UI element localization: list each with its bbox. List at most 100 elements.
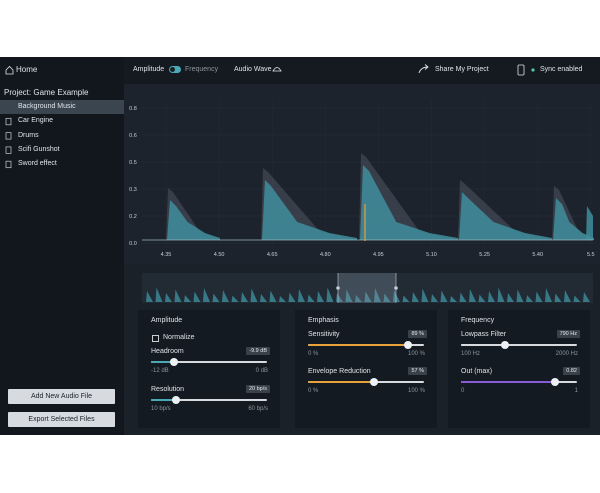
sidebar-button[interactable]: Add New Audio File: [8, 389, 115, 404]
overview-peak: [288, 292, 296, 302]
file-item[interactable]: Car Engine: [18, 117, 54, 125]
file-item[interactable]: Drums: [18, 131, 39, 139]
overview-peak: [497, 287, 505, 302]
x-axis-label: 5.25: [479, 252, 490, 258]
x-axis-label: 5.10: [426, 252, 437, 258]
selection-handle: [394, 286, 398, 290]
toolbar: [124, 57, 600, 84]
value-badge: 89 %: [408, 330, 427, 338]
slider-fill: [151, 361, 174, 363]
slider-fill: [461, 381, 555, 383]
x-axis-label: 4.95: [373, 252, 384, 258]
overview-peak: [402, 295, 410, 302]
slider-track: [151, 399, 267, 401]
file-item[interactable]: Background Music: [18, 103, 76, 110]
overview-peak: [383, 293, 391, 302]
toggle-knob: [170, 67, 175, 72]
checkbox[interactable]: [152, 335, 159, 342]
panel: [138, 310, 280, 428]
value-badge: 57 %: [408, 367, 427, 375]
control-label: Lowpass Filter: [461, 331, 507, 338]
slider-knob[interactable]: [501, 341, 509, 349]
wave-shape: [262, 180, 357, 240]
y-axis-label: 0.5: [129, 160, 137, 166]
slider-min: 0: [461, 388, 465, 394]
slider-knob[interactable]: [551, 378, 559, 386]
slider-max: 1: [574, 388, 578, 394]
wave-shape: [459, 192, 552, 240]
slider-max: 0 dB: [255, 368, 268, 374]
overview-peak: [250, 288, 258, 302]
slider-knob[interactable]: [370, 378, 378, 386]
frequency-option[interactable]: Frequency: [185, 66, 219, 73]
slider-track: [461, 344, 577, 346]
overview-peak: [573, 295, 581, 302]
overview-peak: [507, 293, 514, 302]
sync-status: Sync enabled: [540, 66, 583, 73]
y-axis-label: 0.2: [129, 214, 137, 220]
value-badge: 0.82: [563, 367, 580, 375]
overview-peak: [307, 294, 315, 302]
overview-peak: [317, 291, 324, 302]
file-icon: [5, 160, 12, 169]
checkbox-label: Normalize: [163, 334, 195, 341]
share-button[interactable]: Share My Project: [435, 66, 489, 73]
file-item[interactable]: Scifi Gunshot: [18, 145, 60, 153]
overview-peak: [431, 294, 438, 302]
slider-fill: [461, 344, 505, 346]
overview-peak: [260, 294, 267, 302]
overview-peak: [174, 289, 182, 302]
value-badge: 790 Hz: [556, 330, 580, 338]
overview-peak: [459, 292, 467, 302]
slider-min: -12 dB: [151, 368, 169, 374]
control-label: Resolution: [151, 386, 185, 393]
overview-peak: [488, 291, 495, 302]
wave-shape: [553, 198, 594, 240]
x-axis-label: 5.5: [587, 252, 595, 258]
sidebar-button[interactable]: Export Selected Files: [8, 412, 115, 427]
slider-knob[interactable]: [404, 341, 412, 349]
file-icon: [5, 146, 12, 154]
slider-max: 100 %: [407, 388, 425, 394]
panel-title: Frequency: [461, 317, 495, 324]
slider-knob[interactable]: [170, 358, 178, 366]
slider-min: 0 %: [308, 351, 319, 357]
overview-peak: [469, 289, 476, 302]
overview-peak: [355, 295, 362, 302]
overview-peak: [583, 292, 590, 302]
overview-peak: [421, 288, 429, 302]
file-selected-bg: [0, 100, 124, 114]
overview-peak: [165, 293, 172, 302]
control-label: Out (max): [461, 368, 493, 375]
overview-peak: [146, 291, 153, 302]
project-title: Project: Game Example: [4, 88, 89, 97]
overview-peak: [374, 288, 381, 302]
panel-title: Amplitude: [151, 317, 183, 324]
file-icon: [5, 117, 12, 126]
overview-peak: [526, 295, 533, 302]
x-axis-label: 4.50: [214, 252, 225, 258]
wave-shape: [360, 165, 458, 240]
slider-knob[interactable]: [172, 396, 180, 404]
overview-peak: [545, 288, 552, 302]
phone-icon: [517, 64, 525, 76]
slider-max: 60 bp/s: [248, 406, 268, 412]
slider-max: 100 %: [407, 351, 425, 357]
overview-peak: [212, 293, 220, 302]
home-link[interactable]: Home: [16, 65, 38, 74]
control-label: Sensitivity: [308, 331, 340, 338]
mode-toggle[interactable]: [169, 66, 181, 73]
slider-fill: [151, 399, 176, 401]
slider-track: [151, 361, 267, 363]
overview-peak: [440, 290, 448, 302]
amplitude-option[interactable]: Amplitude: [133, 66, 165, 73]
wave-tail: [586, 206, 593, 240]
slider-fill: [308, 381, 374, 383]
file-item[interactable]: Sword effect: [18, 160, 57, 168]
audio-wave-option[interactable]: Audio Wave: [234, 66, 272, 73]
y-axis-label: 0.3: [129, 187, 137, 193]
overview-selection: [338, 273, 396, 303]
home-icon: [5, 65, 14, 75]
